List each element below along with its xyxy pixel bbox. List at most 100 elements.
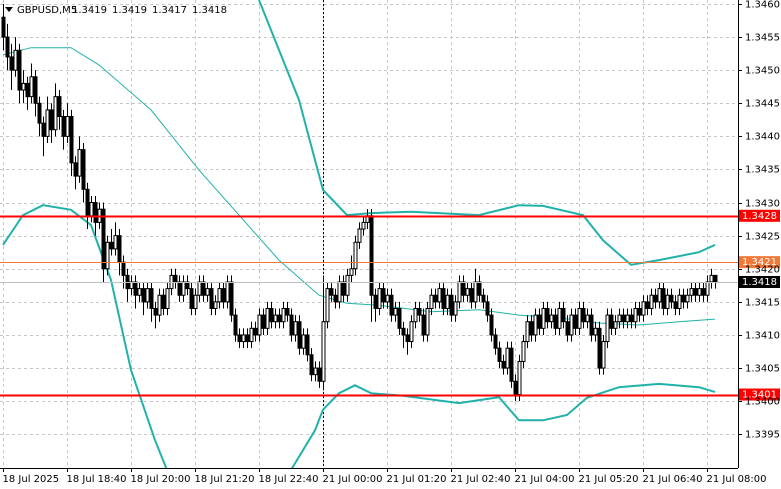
price-level-label: 1.3428 xyxy=(742,211,777,222)
candle-body xyxy=(53,96,58,131)
candle-body xyxy=(21,82,26,91)
candle-body xyxy=(269,307,274,323)
candle-body xyxy=(653,294,658,303)
candle-body xyxy=(69,116,74,164)
candle-body xyxy=(221,288,226,303)
candle-body xyxy=(109,241,114,250)
candle-body xyxy=(481,294,486,303)
symbol: GBPUSD,M5 xyxy=(17,5,77,16)
candle-body xyxy=(421,314,426,336)
candle-body xyxy=(497,347,502,362)
candle-body xyxy=(685,294,690,303)
candle-body xyxy=(249,327,254,343)
candle-body xyxy=(537,314,542,329)
candle-body xyxy=(677,294,682,309)
candle-body xyxy=(669,294,674,303)
current-price-box xyxy=(739,275,780,288)
candle-body xyxy=(637,307,642,316)
candle-body xyxy=(149,288,154,309)
menu-arrow[interactable] xyxy=(5,7,13,12)
candle-body xyxy=(237,334,242,343)
candle-body xyxy=(441,288,446,309)
candle-body xyxy=(181,281,186,296)
candle-body xyxy=(477,281,482,296)
y-tick-label: 1.3425 xyxy=(745,232,780,243)
candle-body xyxy=(565,321,570,336)
candle-body xyxy=(41,122,46,137)
candle-body xyxy=(609,314,614,329)
candle-body xyxy=(549,314,554,323)
candle-body xyxy=(493,334,498,349)
candle-body xyxy=(557,307,562,329)
candle-body xyxy=(77,149,82,177)
candle-body xyxy=(377,288,382,309)
candle-body xyxy=(197,281,202,296)
candle-body xyxy=(409,321,414,343)
candle-body xyxy=(57,96,62,118)
candle-body xyxy=(597,327,602,369)
candle-body xyxy=(361,221,366,230)
candle-body xyxy=(285,307,290,316)
x-tick-label: 21 Jul 00:00 xyxy=(323,474,383,485)
candle-body xyxy=(713,274,718,283)
candles xyxy=(1,3,718,402)
candle-body xyxy=(581,307,586,323)
indicator-line xyxy=(2,204,716,468)
candle-body xyxy=(29,76,34,98)
candle-body xyxy=(141,288,146,303)
candle-body xyxy=(1,16,6,38)
candle-body xyxy=(329,288,334,296)
candle-body xyxy=(93,202,98,223)
candle-body xyxy=(213,301,218,309)
candle-body xyxy=(289,314,294,336)
candle-body xyxy=(245,334,250,343)
x-tick-label: 21 Jul 06:40 xyxy=(643,474,703,485)
candle-body xyxy=(353,241,358,270)
candle-body xyxy=(429,294,434,309)
candle-body xyxy=(613,321,618,329)
candle-body xyxy=(469,288,474,303)
candle-body xyxy=(473,281,478,303)
candle-body xyxy=(265,307,270,329)
candle-body xyxy=(225,281,230,303)
candle-body xyxy=(257,314,262,336)
candle-body xyxy=(485,301,490,316)
candle-body xyxy=(389,294,394,316)
candle-body xyxy=(373,294,378,309)
candle-body xyxy=(513,380,518,396)
candle-body xyxy=(125,274,130,290)
candle-body xyxy=(173,274,178,283)
grid xyxy=(0,0,738,468)
candle-body xyxy=(145,288,150,303)
header-value: 1.3419 xyxy=(112,5,147,16)
candle-body xyxy=(533,314,538,336)
header-value: 1.3417 xyxy=(152,5,187,16)
candle-body xyxy=(333,294,338,303)
header: GBPUSD,M5 1.3419 1.3419 1.3417 1.3418 xyxy=(17,5,227,16)
candle-body xyxy=(177,281,182,296)
candle-body xyxy=(25,82,30,98)
candle-body xyxy=(261,314,266,329)
price-level-box xyxy=(739,388,780,401)
candle-body xyxy=(417,307,422,316)
candle-body xyxy=(693,288,698,296)
price-level-box xyxy=(739,209,780,222)
candle-body xyxy=(621,314,626,323)
x-tick-label: 21 Jul 08:00 xyxy=(707,474,767,485)
candle-body xyxy=(205,288,210,296)
candle-body xyxy=(397,307,402,329)
x-tick-label: 21 Jul 01:20 xyxy=(387,474,447,485)
candle-body xyxy=(217,288,222,303)
candle-body xyxy=(357,228,362,243)
candle-body xyxy=(309,354,314,376)
candle-body xyxy=(345,274,350,296)
candle-body xyxy=(65,116,70,137)
indicators xyxy=(2,0,716,468)
candle-body xyxy=(593,327,598,336)
candle-body xyxy=(121,261,126,276)
x-tick-label: 21 Jul 04:00 xyxy=(515,474,575,485)
candle-body xyxy=(9,56,14,71)
candle-body xyxy=(349,268,354,276)
candle-body xyxy=(625,314,630,323)
